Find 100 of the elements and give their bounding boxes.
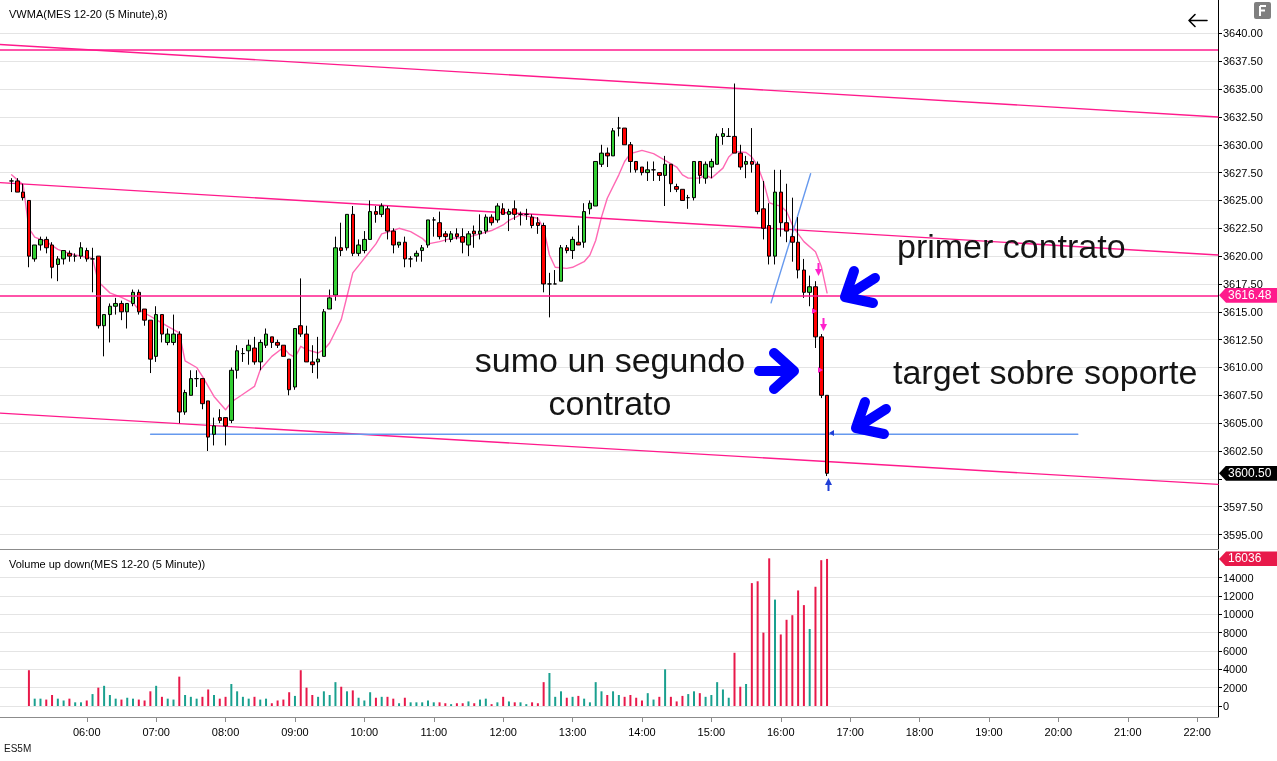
y-tick-label: 14000 (1223, 571, 1254, 584)
text: ES5M (4, 743, 32, 754)
y-tick-label: 3610.00 (1223, 361, 1263, 374)
candlestick (432, 216, 436, 238)
bar (675, 701, 678, 706)
bar (704, 696, 707, 706)
bar (652, 699, 655, 706)
bar (571, 696, 574, 706)
bar (218, 698, 221, 706)
candlestick (322, 308, 326, 357)
bar (311, 694, 314, 706)
bar (785, 619, 788, 706)
y-tick-label: 3637.50 (1223, 55, 1263, 68)
bar (502, 696, 505, 706)
bar (635, 697, 638, 706)
bar (438, 702, 441, 706)
bar (247, 698, 250, 706)
y-tick-label: 3635.00 (1223, 83, 1263, 96)
y-tick-label: 3597.50 (1223, 500, 1263, 513)
bar (768, 558, 771, 706)
bar (646, 693, 649, 706)
candlestick (345, 213, 349, 252)
y-tick-label: 8000 (1223, 626, 1248, 639)
bar (351, 690, 354, 706)
x-tick-label: 14:00 (628, 725, 656, 738)
bar (380, 696, 383, 706)
bar (346, 691, 349, 706)
x-tick-label: 11:00 (420, 725, 448, 738)
bar (565, 697, 568, 706)
candlestick (518, 211, 523, 226)
candlestick (553, 269, 557, 285)
y-tick-label: 3630.00 (1223, 138, 1263, 151)
bar (317, 696, 320, 706)
bar (583, 698, 586, 706)
bar (265, 698, 268, 706)
bar (363, 700, 366, 706)
bar (444, 703, 447, 706)
bar (739, 686, 742, 706)
candlestick (79, 241, 83, 260)
bar (727, 697, 730, 706)
text: 16036 (1219, 551, 1277, 567)
y-tick-label: 0 (1223, 699, 1230, 712)
bar (461, 703, 464, 706)
bar (745, 683, 748, 706)
y-tick-label: 3602.50 (1223, 445, 1263, 457)
bar (756, 581, 759, 706)
bar (74, 702, 77, 706)
bar (166, 698, 169, 706)
candlestick (692, 160, 696, 201)
bar (328, 694, 331, 706)
bar (467, 701, 470, 706)
bar (45, 699, 48, 706)
y-tick-label: 3607.50 (1223, 389, 1263, 402)
bar (340, 686, 343, 706)
y-tick-label: 3625.00 (1223, 194, 1263, 207)
bar (85, 700, 88, 706)
candlestick (686, 194, 690, 210)
text: Volume up down(MES 12-20 (5 Minute)) (9, 557, 206, 570)
x-tick-label: 12:00 (489, 725, 517, 738)
bar (623, 696, 626, 706)
x-tick-label: 10:00 (350, 725, 379, 738)
bar (513, 702, 516, 706)
bar (548, 672, 551, 706)
bar (588, 702, 591, 706)
bar (484, 698, 487, 706)
bar (27, 670, 30, 706)
bar (68, 698, 71, 706)
candlestick (773, 169, 777, 265)
bar (160, 696, 163, 706)
x-tick-label: 20:00 (1044, 725, 1073, 738)
x-tick-label: 17:00 (836, 725, 864, 738)
candlestick (212, 417, 216, 446)
candlestick (426, 219, 430, 249)
bar (479, 699, 482, 706)
y-tick-label: 3617.50 (1223, 277, 1263, 290)
candlestick (408, 255, 413, 268)
bar (762, 632, 765, 706)
bar (693, 691, 696, 706)
bar (398, 703, 401, 706)
bar (189, 696, 192, 706)
bar (664, 669, 667, 706)
bar (421, 702, 424, 706)
candlestick (414, 250, 419, 263)
ref-line-label: 3616.48 (1219, 287, 1277, 303)
candlestick (530, 213, 534, 229)
bar (612, 691, 615, 706)
bar (733, 652, 736, 706)
bar (282, 699, 285, 706)
bar (721, 689, 724, 706)
bar (606, 694, 609, 706)
bar (120, 699, 123, 706)
y-tick-label: 3612.50 (1223, 333, 1263, 346)
x-tick-label: 15:00 (697, 725, 726, 738)
bar (357, 697, 360, 706)
bar (531, 702, 534, 706)
y-tick-label: 3627.50 (1223, 166, 1263, 179)
bar (791, 615, 794, 706)
y-tick-label: 3640.00 (1223, 27, 1263, 40)
bar (779, 634, 782, 706)
bar (155, 685, 158, 706)
